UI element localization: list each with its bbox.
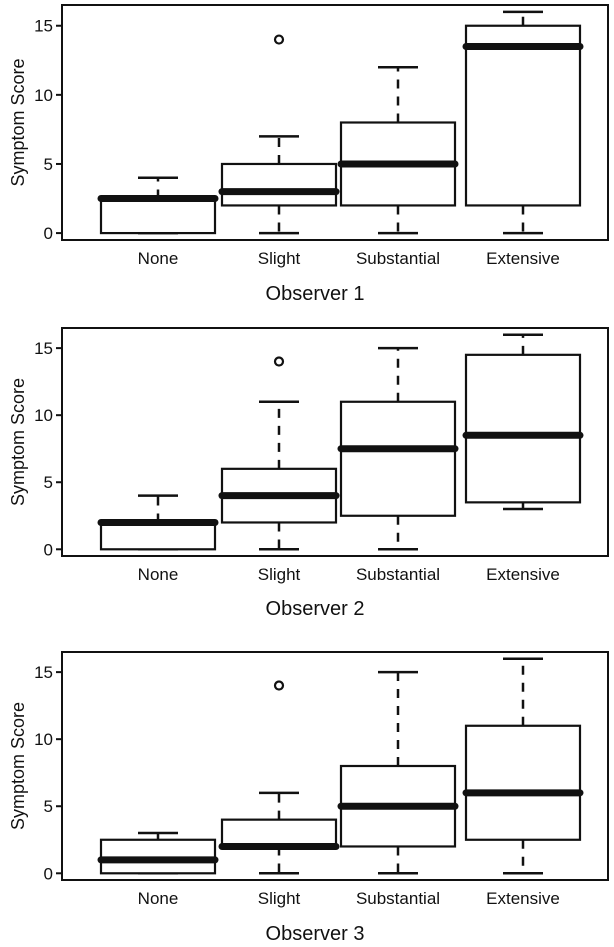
box-substantial xyxy=(337,670,459,875)
boxplot-panel-3: 0 5 10 15 Symptom Score None Slight Substantial… xyxy=(8,651,609,945)
iqr-box xyxy=(99,521,217,551)
y-tick-label: 10 xyxy=(34,730,53,749)
x-category-label: Slight xyxy=(258,889,301,908)
x-axis-title: Observer 2 xyxy=(266,598,365,620)
y-tick-label: 15 xyxy=(34,339,53,358)
y-tick-label: 0 xyxy=(44,224,53,243)
y-axis-title: Symptom Score xyxy=(8,58,28,186)
x-category-label: None xyxy=(138,565,179,584)
y-tick-label: 5 xyxy=(44,473,53,492)
box-substantial xyxy=(337,65,459,235)
box-none xyxy=(97,494,219,551)
x-category-label: None xyxy=(138,249,179,268)
plot-frame xyxy=(61,4,609,241)
y-tick-label: 15 xyxy=(34,663,53,682)
box-substantial xyxy=(337,346,459,551)
boxplot-panel-2: 0 5 10 15 Symptom Score None Slight Substantial… xyxy=(8,327,609,620)
x-axis-title: Observer 3 xyxy=(266,923,365,945)
y-tick-label: 5 xyxy=(44,155,53,174)
x-axis-title: Observer 1 xyxy=(266,283,365,305)
y-tick-label: 10 xyxy=(34,406,53,425)
y-axis-title: Symptom Score xyxy=(8,378,28,506)
iqr-box xyxy=(464,353,582,504)
y-tick-label: 0 xyxy=(44,864,53,883)
y-tick-label: 15 xyxy=(34,17,53,36)
box-slight xyxy=(218,34,340,235)
x-category-label: Extensive xyxy=(486,249,560,268)
iqr-box xyxy=(99,197,217,235)
boxplot-panel-1: 0 5 10 15 Symptom Score None Slight Substantial… xyxy=(8,4,609,305)
outlier-point xyxy=(273,680,285,691)
iqr-box xyxy=(464,724,582,841)
y-tick-label: 0 xyxy=(44,540,53,559)
x-category-label: Extensive xyxy=(486,889,560,908)
iqr-box xyxy=(464,24,582,207)
x-category-label: Slight xyxy=(258,565,301,584)
plot-frame xyxy=(61,651,609,881)
iqr-box xyxy=(220,162,338,207)
x-category-label: Substantial xyxy=(356,889,440,908)
box-extensive xyxy=(462,333,584,511)
x-category-label: Substantial xyxy=(356,249,440,268)
x-category-label: Slight xyxy=(258,249,301,268)
box-none xyxy=(97,831,219,875)
box-extensive xyxy=(462,10,584,235)
outlier-point xyxy=(273,356,285,367)
y-tick-label: 10 xyxy=(34,86,53,105)
outlier-point xyxy=(273,34,285,45)
x-category-label: None xyxy=(138,889,179,908)
iqr-box xyxy=(339,400,457,517)
y-tick-label: 5 xyxy=(44,797,53,816)
box-none xyxy=(97,176,219,235)
x-category-label: Substantial xyxy=(356,565,440,584)
box-slight xyxy=(218,680,340,875)
box-slight xyxy=(218,356,340,551)
plot-frame xyxy=(61,327,609,557)
y-axis-title: Symptom Score xyxy=(8,702,28,830)
iqr-box xyxy=(220,818,338,848)
box-extensive xyxy=(462,657,584,875)
x-category-label: Extensive xyxy=(486,565,560,584)
